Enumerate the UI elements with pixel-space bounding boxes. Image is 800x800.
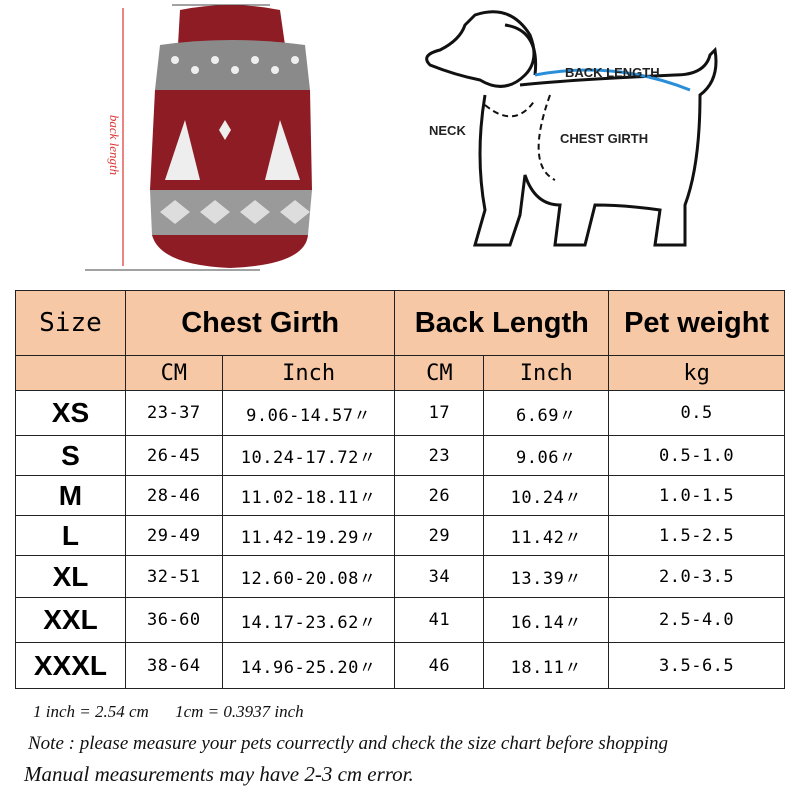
error-note: Manual measurements may have 2-3 cm erro… <box>24 762 414 786</box>
size-table: Size Chest Girth Back Length Pet weight … <box>15 290 785 689</box>
cell-back-cm: 23 <box>394 435 485 476</box>
table-row: XXXL 38-64 14.96-25.20〃 46 18.11〃 3.5-6.5 <box>15 642 785 689</box>
table-row: S 26-45 10.24-17.72〃 23 9.06〃 0.5-1.0 <box>15 435 785 476</box>
cell-size: XXXL <box>15 642 126 689</box>
cell-back-cm: 41 <box>394 597 485 643</box>
cell-back-in: 10.24〃 <box>483 475 610 516</box>
cell-back-cm: 26 <box>394 475 485 516</box>
cell-size: L <box>15 515 126 556</box>
cell-size: M <box>15 475 126 516</box>
dog-diagram: BACK LENGTH NECK CHEST GIRTH <box>425 10 718 247</box>
table-row: XS 23-37 9.06-14.57〃 17 6.69〃 0.5 <box>15 390 785 436</box>
unit-cell: CM <box>124 355 223 391</box>
cell-back-cm: 29 <box>394 515 485 556</box>
cell-weight: 2.0-3.5 <box>608 555 785 598</box>
cell-size: XL <box>15 555 126 598</box>
cell-chest-in: 14.17-23.62〃 <box>221 597 396 643</box>
cell-back-cm: 46 <box>394 642 485 689</box>
cell-chest-in: 12.60-20.08〃 <box>221 555 396 598</box>
table-row: XXL 36-60 14.17-23.62〃 41 16.14〃 2.5-4.0 <box>15 597 785 643</box>
unit-cell: CM <box>394 355 485 391</box>
cell-chest-in: 10.24-17.72〃 <box>221 435 396 476</box>
cell-weight: 2.5-4.0 <box>608 597 785 643</box>
back-length-arrow <box>534 68 691 92</box>
cell-size: S <box>15 435 126 476</box>
chest-girth-line <box>537 94 556 181</box>
cell-chest-cm: 29-49 <box>124 515 223 556</box>
unit-cell: kg <box>608 355 785 391</box>
cell-back-in: 11.42〃 <box>483 515 610 556</box>
cell-back-cm: 34 <box>394 555 485 598</box>
header-pet-weight: Pet weight <box>608 290 785 356</box>
cell-chest-in: 11.42-19.29〃 <box>221 515 396 556</box>
cell-chest-cm: 28-46 <box>124 475 223 516</box>
cell-weight: 0.5 <box>608 390 785 436</box>
table-row: L 29-49 11.42-19.29〃 29 11.42〃 1.5-2.5 <box>15 515 785 556</box>
cell-back-in: 6.69〃 <box>483 390 610 436</box>
cell-chest-in: 11.02-18.11〃 <box>221 475 396 516</box>
cell-chest-cm: 23-37 <box>124 390 223 436</box>
header-size: Size <box>15 290 126 356</box>
cell-weight: 0.5-1.0 <box>608 435 785 476</box>
unit-cell: Inch <box>483 355 610 391</box>
cm-to-inch: 1cm = 0.3937 inch <box>175 702 304 721</box>
cell-size: XS <box>15 390 126 436</box>
cell-back-in: 16.14〃 <box>483 597 610 643</box>
table-row: XL 32-51 12.60-20.08〃 34 13.39〃 2.0-3.5 <box>15 555 785 598</box>
inch-to-cm: 1 inch = 2.54 cm <box>33 702 149 721</box>
cell-chest-cm: 26-45 <box>124 435 223 476</box>
cell-chest-cm: 36-60 <box>124 597 223 643</box>
back-length-label: BACK LENGTH <box>565 65 660 80</box>
sweater-image: back length <box>85 4 312 271</box>
cell-back-in: 9.06〃 <box>483 435 610 476</box>
cell-weight: 3.5-6.5 <box>608 642 785 689</box>
back-length-label: back length <box>107 115 122 175</box>
cell-chest-in: 14.96-25.20〃 <box>221 642 396 689</box>
conversion-note: 1 inch = 2.54 cm 1cm = 0.3937 inch <box>33 702 304 722</box>
header-chest-girth: Chest Girth <box>124 290 396 356</box>
header-blank <box>15 355 126 391</box>
cell-back-in: 13.39〃 <box>483 555 610 598</box>
cell-size: XXL <box>15 597 126 643</box>
neck-line <box>484 99 536 118</box>
cell-back-cm: 17 <box>394 390 485 436</box>
header-back-length: Back Length <box>394 290 610 356</box>
chest-girth-label: CHEST GIRTH <box>560 131 648 146</box>
neck-label: NECK <box>429 123 466 138</box>
measure-note: Note : please measure your pets courrect… <box>28 733 669 754</box>
cell-weight: 1.0-1.5 <box>608 475 785 516</box>
cell-back-in: 18.11〃 <box>483 642 610 689</box>
cell-weight: 1.5-2.5 <box>608 515 785 556</box>
unit-cell: Inch <box>221 355 396 391</box>
cell-chest-cm: 38-64 <box>124 642 223 689</box>
table-row: M 28-46 11.02-18.11〃 26 10.24〃 1.0-1.5 <box>15 475 785 516</box>
cell-chest-in: 9.06-14.57〃 <box>221 390 396 436</box>
cell-chest-cm: 32-51 <box>124 555 223 598</box>
